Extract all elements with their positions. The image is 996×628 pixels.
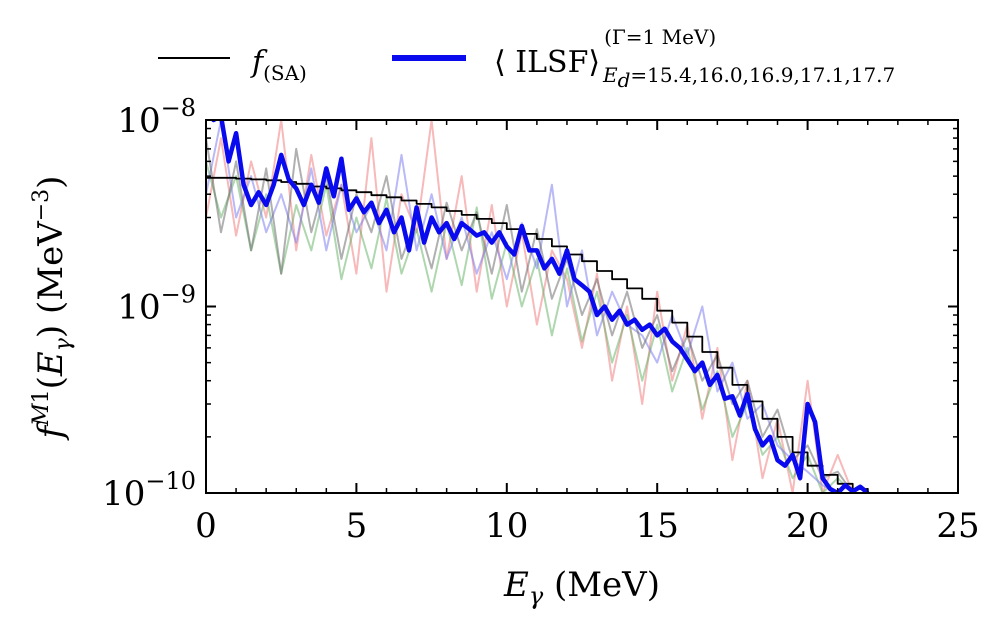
y-tick-label: 10−9 — [117, 281, 196, 328]
series-line-2 — [206, 120, 868, 493]
x-tick-label: 10 — [485, 506, 528, 546]
y-tick-label: 10−8 — [117, 94, 196, 141]
x-tick-label: 25 — [936, 506, 979, 546]
x-tick-label: 0 — [195, 506, 217, 546]
x-tick-label: 5 — [346, 506, 368, 546]
series-layer — [206, 120, 883, 493]
series-line-0 — [206, 176, 883, 493]
legend: f(SA) ⟨ ILSF⟩(Γ=1 MeV) Ed=15.4,16.0,16.9,… — [158, 25, 895, 92]
y-tick-label: 10−10 — [102, 467, 196, 514]
legend-label-ilsf: ⟨ ILSF⟩(Γ=1 MeV) Ed=15.4,16.0,16.9,17.1,1… — [494, 25, 895, 92]
x-axis-label: Eγ (MeV) — [503, 565, 660, 610]
x-tick-label: 20 — [786, 506, 829, 546]
series-line-4 — [206, 120, 839, 493]
legend-label-sa: f(SA) — [250, 45, 307, 85]
series-line-1 — [210, 120, 870, 493]
x-tick-label: 15 — [636, 506, 679, 546]
y-axis-label: fM1(Eγ) (MeV−3) — [29, 176, 76, 442]
tick-layer: 0 5 10 15 20 25 10−10 10−9 10−8 — [102, 94, 980, 546]
plot-frame — [205, 119, 959, 494]
